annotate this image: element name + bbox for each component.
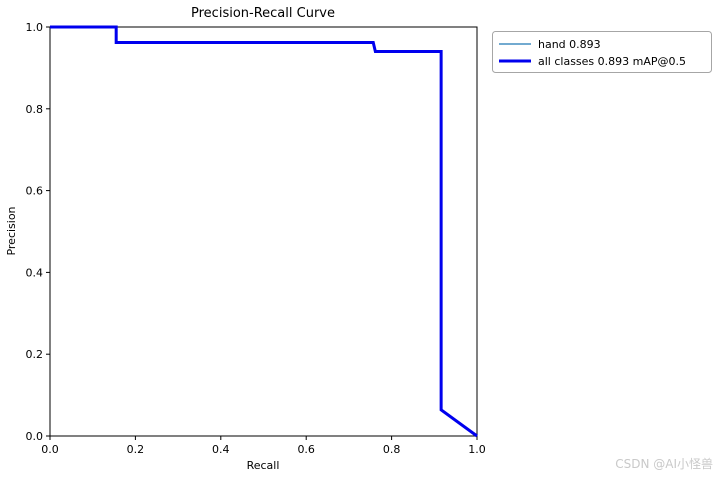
legend-label-hand: hand 0.893 — [538, 38, 601, 51]
axis-ticks: 0.0 0.2 0.4 0.6 0.8 1.0 0.0 0.2 0.4 0.6 0.8 1.0 — [26, 21, 486, 456]
y-tick-label: 0.4 — [26, 266, 44, 279]
data-series-group — [50, 25, 478, 438]
chart-title: Precision-Recall Curve — [191, 6, 335, 21]
legend-label-all-classes: all classes 0.893 mAP@0.5 — [538, 55, 686, 68]
y-tick-label: 1.0 — [26, 21, 44, 34]
legend-entry-all-classes: all classes 0.893 mAP@0.5 — [499, 55, 686, 68]
x-tick-label: 0.4 — [212, 443, 230, 456]
legend: hand 0.893 all classes 0.893 mAP@0.5 — [492, 31, 712, 73]
watermark-text: CSDN @AI小怪兽 — [615, 457, 713, 471]
x-tick-label: 1.0 — [468, 443, 486, 456]
legend-entry-hand: hand 0.893 — [499, 38, 601, 51]
x-tick-label: 0.8 — [383, 443, 401, 456]
x-tick-label: 0.2 — [127, 443, 145, 456]
x-tick-label: 0.6 — [297, 443, 315, 456]
y-tick-label: 0.2 — [26, 348, 44, 361]
y-tick-label: 0.8 — [26, 103, 44, 116]
y-axis-label: Precision — [5, 206, 18, 255]
series-line-1 — [50, 25, 478, 438]
y-tick-label: 0.6 — [26, 185, 44, 198]
y-tick-label: 0.0 — [26, 430, 44, 443]
x-tick-label: 0.0 — [41, 443, 59, 456]
plot-area — [49, 26, 478, 437]
x-axis-label: Recall — [247, 459, 280, 472]
legend-box — [492, 31, 712, 73]
